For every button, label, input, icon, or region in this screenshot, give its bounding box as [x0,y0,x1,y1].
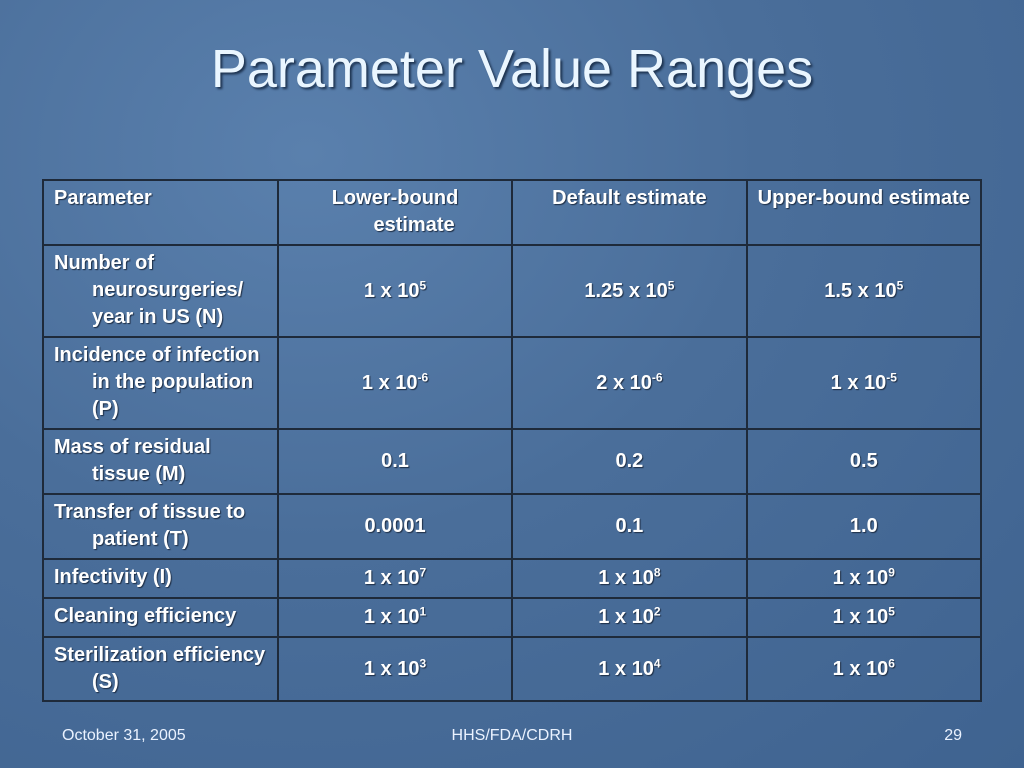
value-exponent: 5 [888,604,895,619]
table-row: Transfer of tissue to patient (T) 0.0001 0… [42,493,983,560]
parameter-cell: Number of neurosurgeries/ year in US (N) [42,244,279,338]
value-cell: 1 x 105 [745,597,983,638]
value-exponent: 1 [419,604,427,619]
value-cell: 1 x 104 [511,636,748,702]
value-cell: 1 x 107 [276,558,514,599]
value-cell: 1 x 108 [511,558,748,599]
header-cell: Upper-bound estimate [745,179,983,246]
header-cell: Lower-bound estimate [276,179,514,246]
value-cell: 0.0001 [276,493,514,560]
value-cell: 1 x 10-5 [745,336,983,430]
value-exponent: 4 [653,655,661,670]
header-cell: Parameter [42,179,279,246]
value-base: 1 x 10 [363,279,420,302]
table-row: Sterilization efficiency (S) 1 x 103 1 x 1… [42,636,983,702]
value-exponent: 5 [667,277,675,292]
value-base: 1 x 10 [361,371,418,394]
value-base: 1 x 10 [598,657,654,680]
value-cell: 0.5 [745,428,983,495]
parameter-cell: Infectivity (I) [42,558,279,599]
value-base: 2 x 10 [596,371,652,394]
value-cell: 1 x 103 [276,636,514,702]
value-exponent: -6 [651,369,663,384]
parameter-cell: Cleaning efficiency [42,597,279,638]
slide-title: Parameter Value Ranges [210,39,814,99]
header-row: Parameter Lower-bound estimate Default est… [42,179,983,246]
value-exponent: -6 [417,369,429,384]
table-row: Cleaning efficiency 1 x 101 1 x 102 1 x 105 [42,597,983,638]
value-base: 1 x 10 [832,657,889,680]
value-base: 1 x 10 [830,371,887,394]
value-base: 1 x 10 [832,567,889,589]
value-base: 1 x 10 [363,657,420,680]
value-cell: 0.1 [276,428,514,495]
value-cell: 0.1 [511,493,748,560]
value-cell: 1 x 102 [511,597,748,638]
table-row: Number of neurosurgeries/ year in US (N)… [42,244,983,338]
value-base: 1.25 x 10 [584,279,668,302]
value-exponent: 9 [888,565,895,580]
value-base: 1.5 x 10 [824,279,897,302]
value-cell: 1 x 105 [276,244,514,338]
parameter-table: Parameter Lower-bound estimate Default est… [42,179,983,702]
parameter-cell: Mass of residual tissue (M) [42,428,279,495]
table-row: Infectivity (I) 1 x 107 1 x 108 1 x 109 [42,558,983,599]
value-exponent: 7 [419,565,427,580]
value-cell: 1 x 10-6 [276,336,514,430]
header-cell: Default estimate [511,179,748,246]
value-cell: 1.0 [745,493,983,560]
value-exponent: -5 [886,369,897,384]
value-cell: 1 x 106 [745,636,983,702]
parameter-cell: Transfer of tissue to patient (T) [42,493,279,560]
value-cell: 1 x 101 [276,597,514,638]
value-base: 1 x 10 [598,606,654,628]
parameter-cell: Incidence of infection in the population… [42,336,279,430]
value-cell: 1.5 x 105 [745,244,983,338]
value-exponent: 8 [653,565,661,580]
value-exponent: 5 [896,277,904,292]
value-cell: 1 x 109 [745,558,983,599]
table-row: Incidence of infection in the population… [42,336,983,430]
value-base: 1 x 10 [363,606,420,628]
value-cell: 0.2 [511,428,748,495]
value-cell: 1.25 x 105 [511,244,748,338]
table-row: Mass of residual tissue (M) 0.1 0.2 0.5 [42,428,983,495]
value-cell: 2 x 10-6 [511,336,748,430]
page-number: 29 [944,727,962,744]
footer-date: October 31, 2005 [62,727,186,744]
value-base: 1 x 10 [832,606,889,628]
value-base: 1 x 10 [363,567,420,589]
parameter-cell: Sterilization efficiency (S) [42,636,279,702]
value-exponent: 6 [888,655,895,670]
value-exponent: 3 [419,655,427,670]
value-exponent: 2 [653,604,661,619]
value-exponent: 5 [419,277,427,292]
value-base: 1 x 10 [598,567,654,589]
footer-org: HHS/FDA/CDRH [451,727,573,744]
